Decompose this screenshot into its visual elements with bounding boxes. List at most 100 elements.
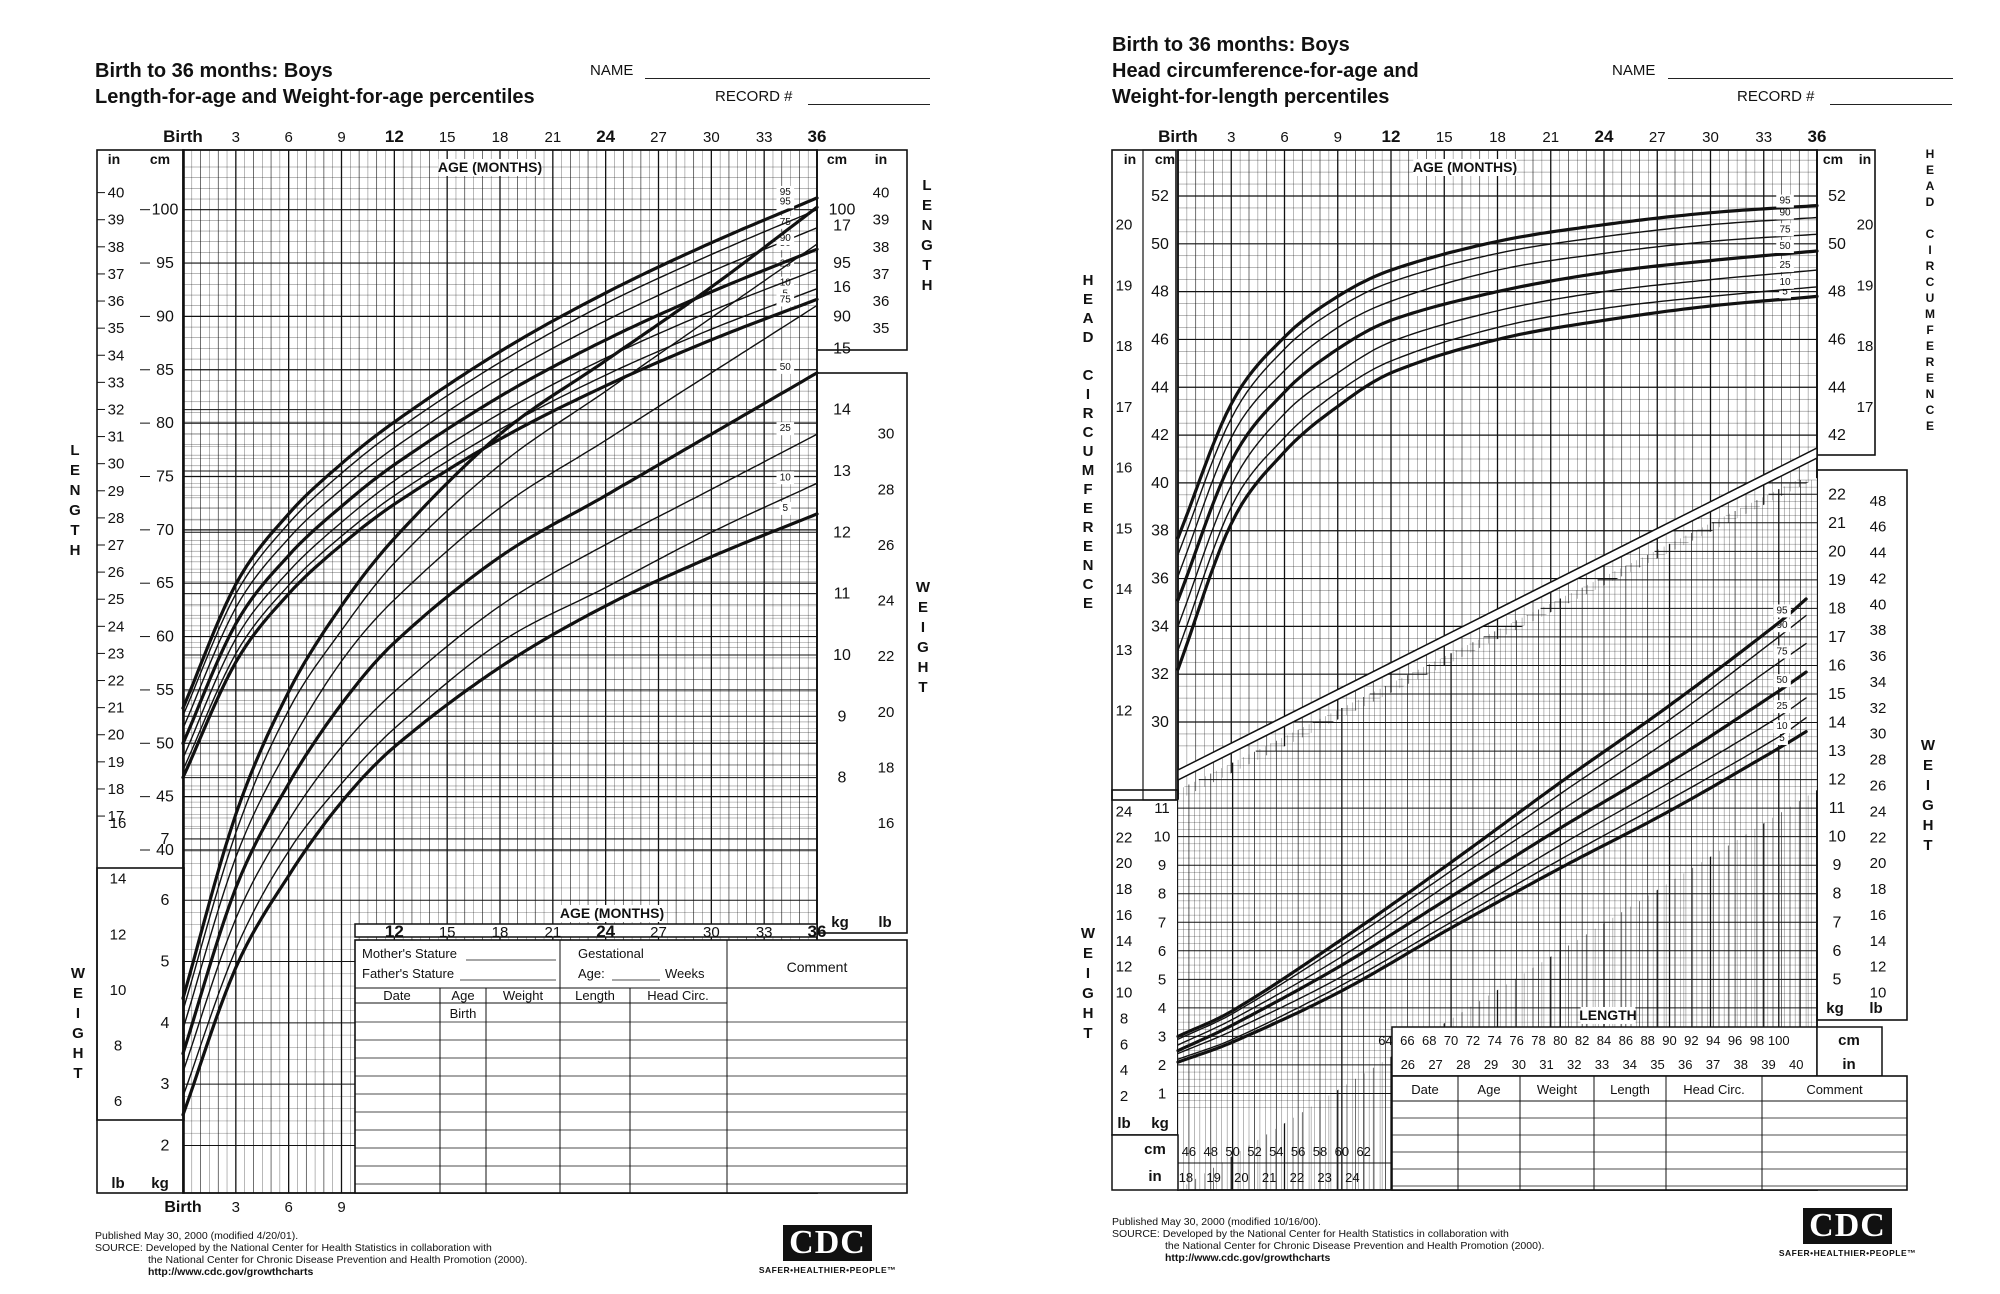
percentile-label: 95 <box>780 187 792 198</box>
hc-cm-tick: 34 <box>1151 618 1169 635</box>
hc-cm-right-tick: 44 <box>1828 379 1846 396</box>
left-footer-url[interactable]: http://www.cdc.gov/growthcharts <box>148 1266 314 1278</box>
weight-kg-right-tick: 8 <box>838 770 847 787</box>
percentile-label: 95 <box>1779 196 1791 207</box>
wfl-kg-right-tick: 9 <box>1833 857 1842 874</box>
length-in-mid-tick: 30 <box>1512 1057 1526 1072</box>
length-cm-tick: 50 <box>156 735 174 752</box>
table-column-header: Age <box>451 988 474 1003</box>
wfl-kg-right-tick: 10 <box>1828 829 1846 846</box>
label-bg <box>1413 159 1517 176</box>
side-label-length: T <box>70 522 79 539</box>
right-record-field[interactable] <box>1830 104 1952 105</box>
length-in-tick: 36 <box>108 293 125 310</box>
hc-in-right-tick: 18 <box>1857 338 1874 355</box>
weight-lb-right-tick: 20 <box>878 704 895 721</box>
unit-label: cm <box>827 151 847 167</box>
wfl-percentile-line <box>1176 670 1808 1053</box>
length-in-tick: 17 <box>108 808 125 825</box>
weight-lb-left-tick: 6 <box>114 1093 122 1110</box>
right-footer: Published May 30, 2000 (modified 10/16/0… <box>1112 1216 1544 1264</box>
length-cm-mid-tick: 72 <box>1466 1033 1480 1048</box>
wfl-kg-right-tick: 14 <box>1828 715 1846 732</box>
side-label-weight-right: T <box>1923 837 1932 854</box>
age-tick-mid: 33 <box>756 924 773 941</box>
wfl-lb-right-tick: 32 <box>1870 700 1887 717</box>
side-label-head: C <box>1083 576 1094 593</box>
right-footer-url[interactable]: http://www.cdc.gov/growthcharts <box>1165 1252 1331 1264</box>
length-cm-bottom-tick: 46 <box>1182 1144 1196 1159</box>
age-axis-title: AGE (MONTHS) <box>1413 159 1517 175</box>
wfl-kg-right-tick: 19 <box>1828 572 1846 589</box>
length-in-tick: 19 <box>108 754 125 771</box>
side-label-length-right: H <box>922 277 933 294</box>
length-cm-right-tick: 90 <box>833 308 851 325</box>
right-title-1: Birth to 36 months: Boys <box>1112 34 1350 56</box>
age-tick-top: 9 <box>337 129 345 146</box>
hc-cm-right-tick: 48 <box>1828 284 1846 301</box>
right-record-label: RECORD # <box>1737 88 1815 105</box>
mid-age-strip <box>354 923 818 938</box>
unit-label: cm <box>150 151 170 167</box>
left-record-field[interactable] <box>808 104 930 105</box>
side-label-length: H <box>70 542 81 559</box>
age-tick-bottom: Birth <box>164 1199 201 1216</box>
age-tick-top: 24 <box>1595 127 1614 146</box>
percentile-label: 50 <box>1776 675 1788 686</box>
side-label-length-right: E <box>922 197 932 214</box>
wfl-lb-right-tick: 26 <box>1870 777 1887 794</box>
right-name-field[interactable] <box>1668 78 1953 79</box>
side-label-head-right: I <box>1928 243 1931 257</box>
percentile-label: 95 <box>780 196 792 207</box>
hc-cm-tick: 44 <box>1151 379 1169 396</box>
left-name-field[interactable] <box>645 78 930 79</box>
wfl-kg-left-tick: 6 <box>1158 943 1166 960</box>
length-cm-tick: 60 <box>156 629 174 646</box>
age-tick-top: 15 <box>1436 129 1453 146</box>
wfl-kg-right-tick: 18 <box>1828 600 1846 617</box>
length-in-tick: 30 <box>108 456 125 473</box>
right-footer-source-2: the National Center for Chronic Disease … <box>1165 1240 1545 1252</box>
unit-label: kg <box>1826 1000 1844 1017</box>
right-footer-source: SOURCE: Developed by the National Center… <box>1112 1228 1509 1240</box>
label-bg <box>1776 732 1788 746</box>
wfl-lb-left-tick: 24 <box>1116 803 1133 820</box>
wfl-kg-left-tick: 9 <box>1158 857 1166 874</box>
side-label-weight: I <box>76 1005 80 1022</box>
length-percentile-line <box>182 209 818 717</box>
table-column-header: Comment <box>1806 1082 1863 1097</box>
age-tick-top: 18 <box>1489 129 1506 146</box>
side-label-head: I <box>1086 386 1090 403</box>
hc-in-tick: 12 <box>1116 703 1133 720</box>
side-label-head: R <box>1083 519 1094 536</box>
length-in-tick: 33 <box>108 374 125 391</box>
side-label-head: E <box>1083 595 1093 612</box>
age-tick-mid: 12 <box>385 922 404 941</box>
label-bg <box>776 422 795 436</box>
side-label-length: G <box>69 502 81 519</box>
hc-in-tick: 18 <box>1116 338 1133 355</box>
right-footer-published: Published May 30, 2000 (modified 10/16/0… <box>1112 1216 1321 1228</box>
wfl-lb-right-tick: 44 <box>1870 545 1887 562</box>
hc-percentile-line <box>1177 286 1818 651</box>
age-tick-top: 21 <box>544 129 561 146</box>
side-label-head-right: C <box>1926 275 1935 289</box>
wfl-kg-left-tick: 1 <box>1158 1085 1166 1102</box>
hc-cm-tick: 50 <box>1151 236 1169 253</box>
wfl-lb-left-tick: 6 <box>1120 1036 1128 1053</box>
percentile-label: 10 <box>780 472 792 483</box>
right-cdc-logo: CDC SAFER•HEALTHIER•PEOPLE™ <box>1755 1208 1940 1259</box>
wfl-percentile-line <box>1177 642 1807 1046</box>
birth-row-label: Birth <box>450 1006 477 1021</box>
table-column-header: Head Circ. <box>647 988 708 1003</box>
wfl-lb-left-tick: 8 <box>1120 1010 1128 1027</box>
length-in-mid-tick: 33 <box>1595 1057 1609 1072</box>
hc-in-tick: 13 <box>1116 642 1133 659</box>
length-in-mid-tick: 39 <box>1761 1057 1775 1072</box>
length-cm-mid-tick: 64 <box>1378 1033 1392 1048</box>
wfl-lb-right-tick: 48 <box>1870 493 1887 510</box>
length-in-tick: 37 <box>108 266 125 283</box>
length-axis-title: LENGTH <box>1579 1007 1637 1023</box>
side-label-head-right: U <box>1926 291 1935 305</box>
